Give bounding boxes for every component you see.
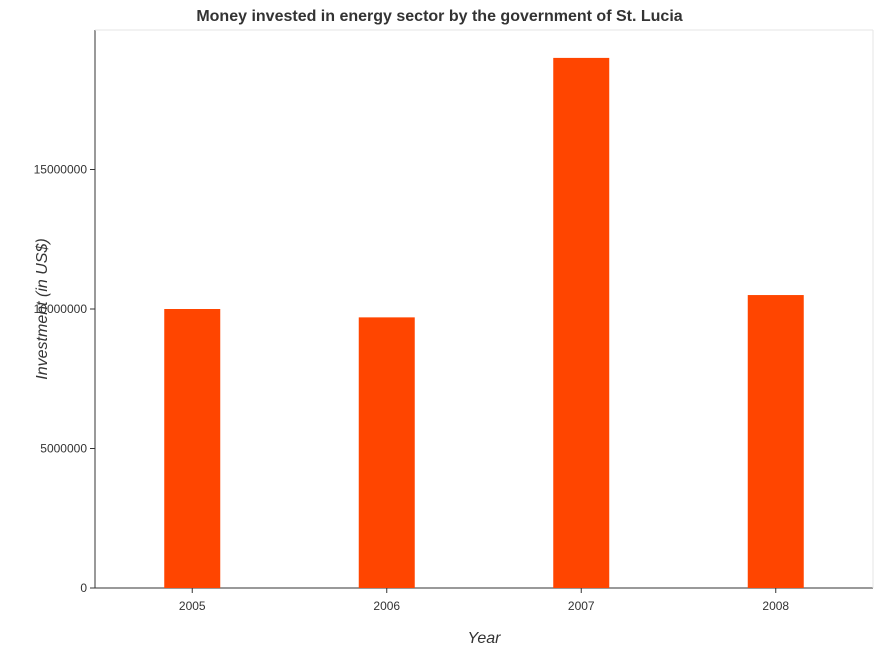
bar-2006 [358,317,415,588]
y-tick-label: 5000000 [40,442,87,456]
y-axis-ticks: 0 5000000 10000000 15000000 [34,163,95,595]
x-tick-label: 2006 [373,599,400,613]
x-tick-label: 2007 [568,599,595,613]
x-axis-ticks: 2005 2006 2007 2008 [179,588,789,613]
x-axis-label: Year [468,630,502,647]
bar-2007 [553,57,610,588]
y-tick-label: 0 [80,581,87,595]
chart-title: Money invested in energy sector by the g… [196,8,683,25]
x-tick-label: 2005 [179,599,206,613]
y-tick-label: 15000000 [34,163,88,177]
y-tick-label: 10000000 [34,302,88,316]
bars-group [164,57,804,588]
bar-2005 [164,309,221,588]
x-tick-label: 2008 [762,599,789,613]
y-axis-label: Investment (in US$) [34,238,51,379]
bar-2008 [747,295,804,588]
